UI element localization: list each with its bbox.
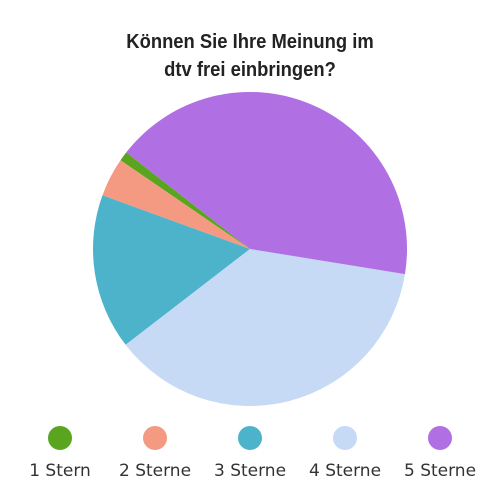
legend-label: 1 Stern — [29, 461, 91, 481]
pie-slice — [93, 195, 251, 345]
legend-marker — [238, 426, 262, 450]
pie-slice — [102, 160, 250, 249]
pie-slice — [120, 152, 250, 249]
legend-marker — [333, 426, 357, 450]
legend-marker — [48, 426, 72, 450]
legend-label: 4 Sterne — [309, 461, 381, 481]
legend-marker — [428, 426, 452, 450]
chart-title: Können Sie Ihre Meinung im dtv frei einb… — [126, 31, 374, 81]
legend-label: 2 Sterne — [119, 461, 191, 481]
legend-label: 5 Sterne — [404, 461, 476, 481]
legend-label: 3 Sterne — [214, 461, 286, 481]
pie-slice — [126, 91, 408, 275]
legend-marker — [143, 426, 167, 450]
pie-slice — [125, 249, 405, 406]
